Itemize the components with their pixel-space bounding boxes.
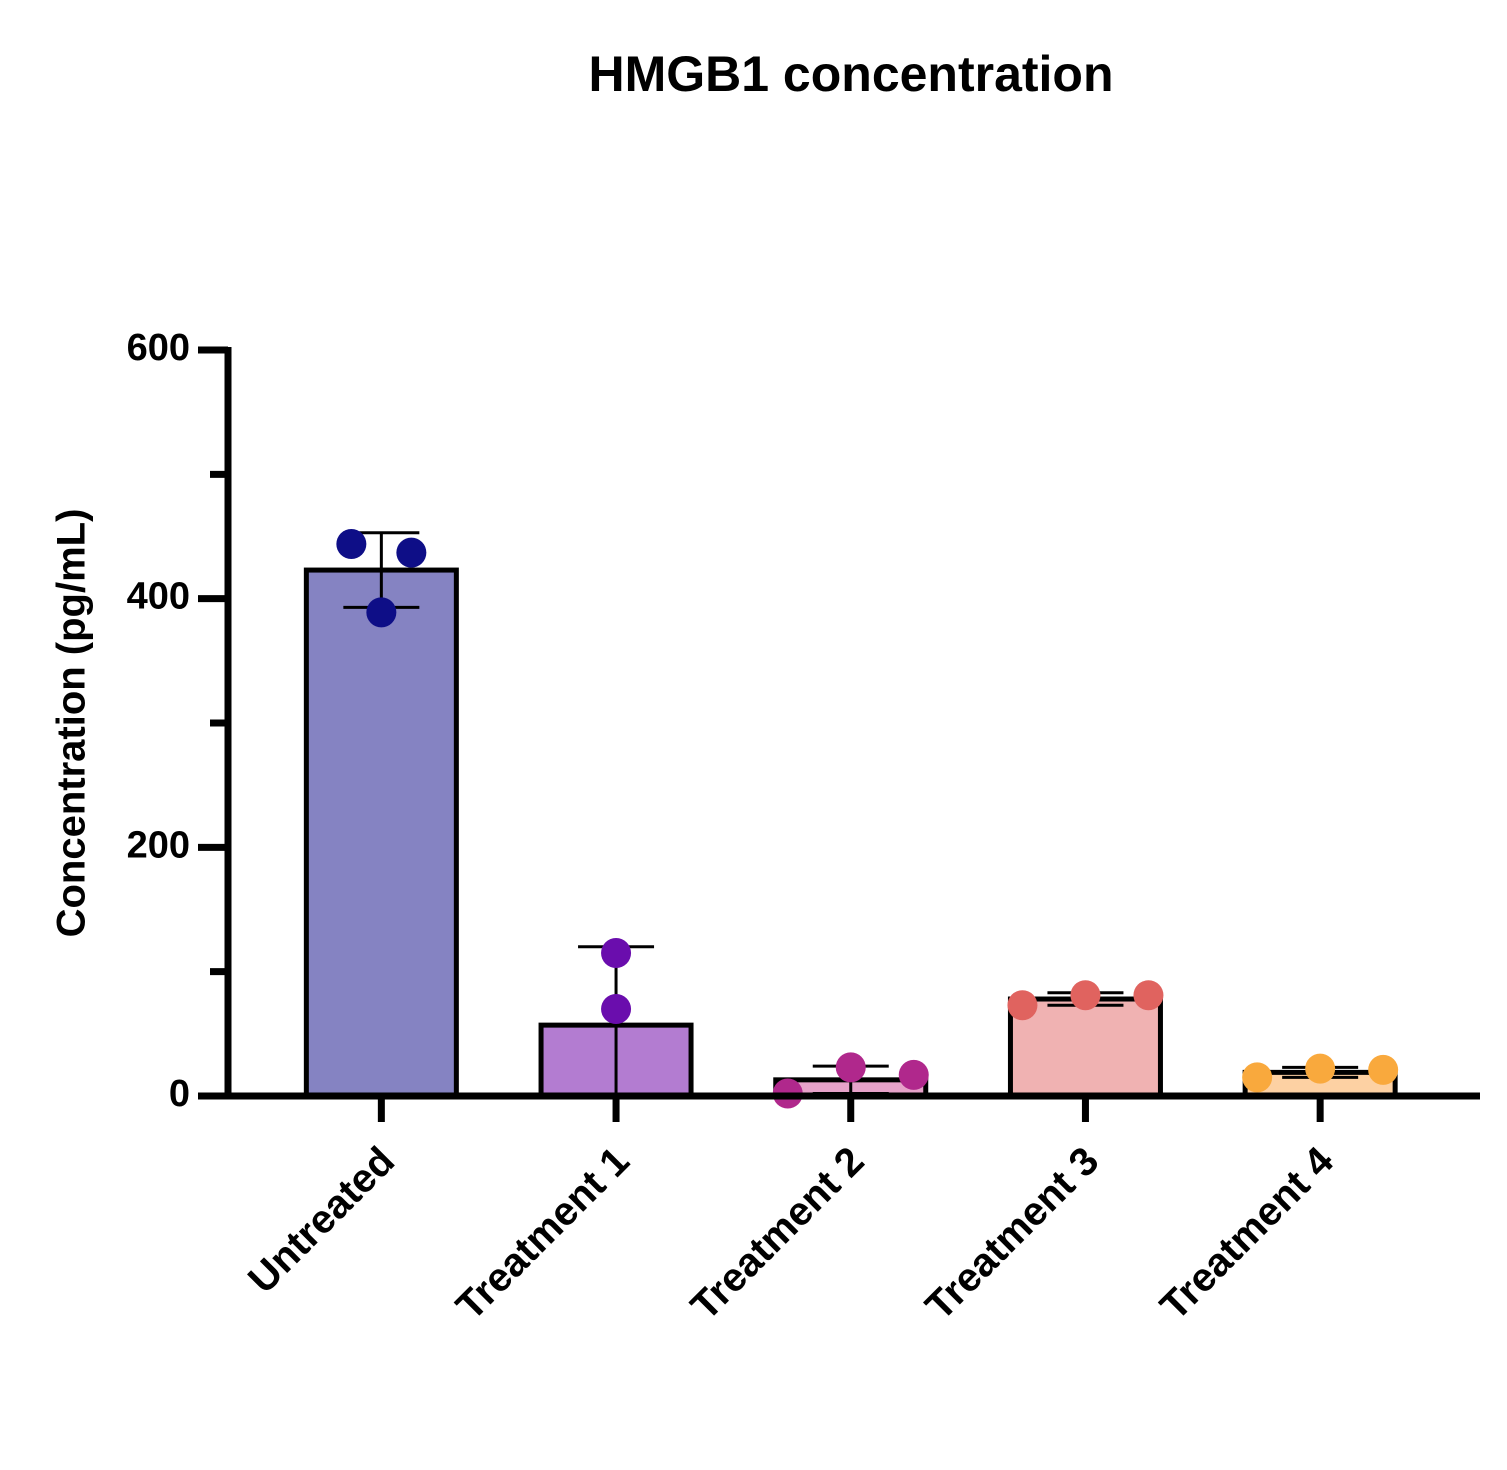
data-point: [1305, 1053, 1336, 1084]
y-tick-label: 400: [127, 576, 190, 618]
data-point: [396, 537, 427, 568]
y-tick-label: 600: [127, 327, 190, 369]
data-point: [1368, 1054, 1399, 1085]
bar: [303, 567, 459, 1099]
x-tick-label: Treatment 1: [448, 1139, 638, 1329]
y-axis-label: Concentration (pg/mL): [50, 509, 94, 938]
data-point: [1133, 980, 1164, 1011]
data-point: [1070, 980, 1101, 1011]
error-bars: [343, 531, 1359, 1096]
data-point: [366, 597, 397, 628]
data-point: [835, 1052, 866, 1083]
chart-title: HMGB1 concentration: [588, 46, 1113, 102]
x-tick-label: Treatment 2: [683, 1139, 873, 1329]
bars: [303, 567, 1398, 1099]
points: [336, 528, 1399, 1109]
data-point: [1007, 990, 1038, 1021]
data-point: [601, 938, 632, 969]
data-point: [1242, 1062, 1273, 1093]
x-tick-label: Untreated: [240, 1139, 403, 1302]
y-tick-label: 0: [169, 1073, 190, 1115]
axes: [198, 346, 1480, 1122]
y-tick-label: 200: [127, 824, 190, 866]
data-point: [601, 993, 632, 1024]
data-point: [898, 1059, 929, 1090]
x-tick-label: Treatment 3: [917, 1139, 1107, 1329]
data-point: [336, 528, 367, 559]
x-tick-label: Treatment 4: [1152, 1138, 1342, 1328]
